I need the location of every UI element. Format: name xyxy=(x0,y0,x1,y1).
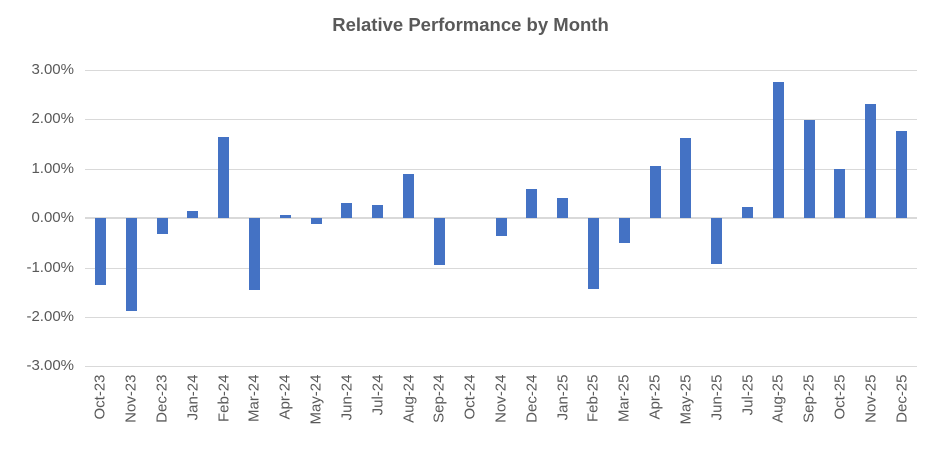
bar-Sep-25 xyxy=(803,120,815,219)
y-axis-tick-label: 2.00% xyxy=(31,110,74,128)
bar-Jul-24 xyxy=(372,205,384,219)
x-axis-tick-label: Aug-25 xyxy=(769,374,787,423)
x-axis-tick-label: Mar-24 xyxy=(245,374,263,423)
bar-Sep-24 xyxy=(433,218,445,266)
y-axis-tick-label: 0.00% xyxy=(31,209,74,227)
x-axis-tick-label: Sep-25 xyxy=(800,374,818,423)
bar-Apr-25 xyxy=(649,166,661,219)
y-axis-tick-label: -2.00% xyxy=(26,308,74,325)
x-axis-tick-label: Nov-23 xyxy=(122,374,140,423)
bar-Nov-25 xyxy=(865,103,877,219)
x-axis-tick-label: Jul-25 xyxy=(739,374,757,416)
x-axis-tick-label: Feb-24 xyxy=(215,374,233,423)
x-axis-tick-label: Jun-24 xyxy=(338,374,356,421)
gridline xyxy=(85,70,917,71)
bar-Jul-25 xyxy=(742,207,754,219)
bar-Mar-25 xyxy=(618,218,630,243)
bar-Oct-25 xyxy=(834,168,846,219)
x-axis-tick-label: Sep-24 xyxy=(430,374,448,423)
y-axis-tick-label: -3.00% xyxy=(26,357,74,375)
bar-Dec-23 xyxy=(156,218,168,234)
bar-Nov-23 xyxy=(125,218,137,312)
x-axis-tick-label: Dec-24 xyxy=(523,374,541,423)
x-axis-tick-label: Jun-25 xyxy=(708,374,726,421)
x-axis-tick-label: Oct-24 xyxy=(461,374,479,420)
y-axis-tick-label: 1.00% xyxy=(31,159,74,177)
bar-Aug-24 xyxy=(403,173,415,219)
x-axis-tick-label: Nov-25 xyxy=(862,374,880,423)
x-axis-tick-label: Dec-25 xyxy=(893,374,911,423)
x-axis-tick-label: Jan-25 xyxy=(554,374,572,421)
bar-Feb-25 xyxy=(587,218,599,290)
y-axis-tick-label: -1.00% xyxy=(26,258,74,276)
bar-Jun-25 xyxy=(711,218,723,265)
bar-Dec-25 xyxy=(896,131,908,219)
chart-title: Relative Performance by Month xyxy=(332,14,609,35)
x-axis-tick-label: Aug-24 xyxy=(400,374,418,423)
gridline xyxy=(85,366,917,368)
bar-May-24 xyxy=(310,218,322,225)
bar-May-25 xyxy=(680,138,692,219)
bar-Jun-24 xyxy=(341,202,353,219)
x-axis-tick-label: Nov-24 xyxy=(492,374,510,423)
bar-Aug-25 xyxy=(772,81,784,219)
bar-Dec-24 xyxy=(526,188,538,219)
bar-Oct-23 xyxy=(94,218,106,285)
gridline xyxy=(85,317,917,318)
x-axis-tick-label: Oct-23 xyxy=(91,374,109,420)
x-axis-tick-label: May-25 xyxy=(677,374,695,425)
x-axis-tick-label: Apr-25 xyxy=(646,374,664,420)
x-axis-tick-label: Apr-24 xyxy=(276,374,294,420)
x-axis-tick-label: Dec-23 xyxy=(153,374,171,423)
gridline xyxy=(85,119,917,121)
gridline xyxy=(85,168,917,170)
x-axis-tick-label: May-24 xyxy=(307,374,325,425)
y-axis-tick-label: 3.00% xyxy=(31,61,74,78)
x-axis-tick-label: Jul-24 xyxy=(369,374,387,416)
x-axis-tick-label: Mar-25 xyxy=(615,374,633,423)
bar-Jan-24 xyxy=(187,210,199,219)
x-axis-tick-label: Jan-24 xyxy=(184,374,202,421)
x-axis-tick-label: Oct-25 xyxy=(831,374,849,420)
bar-Jan-25 xyxy=(557,198,569,219)
bar-Apr-24 xyxy=(279,215,291,219)
bar-Mar-24 xyxy=(248,218,260,291)
bar-Feb-24 xyxy=(218,137,230,219)
gridline xyxy=(85,267,917,269)
bar-Nov-24 xyxy=(495,218,507,236)
x-axis-tick-label: Feb-25 xyxy=(584,374,602,423)
